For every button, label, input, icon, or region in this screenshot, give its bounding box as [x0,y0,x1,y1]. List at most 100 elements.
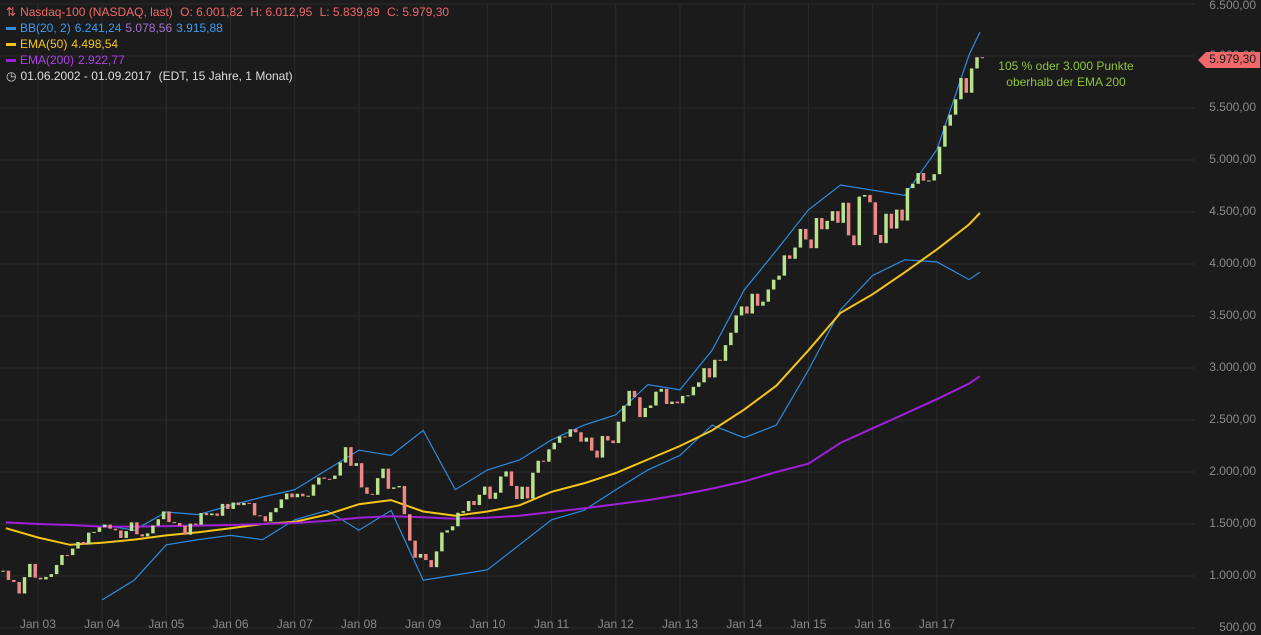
candle [595,450,599,458]
candle [97,527,102,532]
candle [263,516,268,522]
candle [723,345,728,361]
legend-name: EMA(50) [20,37,68,51]
legend-value: 6.241,24 [74,21,122,35]
y-tick-label: 2.000,00 [1209,464,1256,478]
candle [777,275,781,280]
candle [343,447,348,463]
x-tick-label: Jan 16 [855,617,891,631]
candle [413,540,417,558]
candle [22,577,27,594]
candle [857,196,862,246]
candle [183,525,187,535]
x-tick-label: Jan 06 [213,617,249,631]
x-tick-label: Jan 05 [148,617,184,631]
candle [964,78,969,93]
candle [862,194,867,197]
candle [953,99,958,115]
candle [119,530,123,538]
candle [825,220,829,230]
candle [745,306,749,314]
candle [466,501,471,512]
candle [525,486,530,499]
candle [167,511,171,523]
legend-swatch [6,27,16,31]
candle [509,471,514,486]
candle [632,390,637,398]
candle [515,485,519,500]
candle [199,513,203,525]
candle [402,486,407,515]
candle [295,493,300,498]
candle [365,487,369,494]
candle [450,526,455,531]
candle [461,511,466,513]
y-tick-label: 5.500,00 [1209,100,1256,114]
candle [386,468,391,489]
legend-swatch [6,59,16,63]
candle [686,395,690,397]
icon: ◷ [6,69,17,83]
candle [943,125,947,147]
candle [338,462,342,476]
x-tick-label: Jan 08 [341,617,377,631]
candle [868,194,872,203]
candle [429,560,433,568]
candle [755,293,760,306]
candle [606,436,610,441]
candle [258,515,262,517]
candle [830,211,835,221]
candle [274,507,278,513]
candle [397,486,401,488]
y-tick-label: 4.500,00 [1209,204,1256,218]
candle [836,211,840,223]
candle [17,582,21,594]
candle [391,487,396,489]
candle [424,553,428,561]
legend-value: 4.498,54 [71,37,119,51]
candle [499,476,503,493]
last-price-label: 5.979,30 [1209,52,1256,66]
candle [177,523,182,526]
candle [643,407,647,418]
candle [670,401,674,404]
candle [284,493,289,500]
candle [488,486,492,499]
candle [734,315,738,333]
candle [28,563,32,578]
candle [648,405,653,408]
candle [145,533,150,537]
y-tick-label: 6.500,00 [1209,0,1256,12]
candle [92,531,96,533]
candle [707,368,712,378]
candle [418,553,423,558]
candle [226,503,230,509]
candle [156,519,161,526]
x-tick-label: Jan 10 [469,617,505,631]
candle [12,579,16,583]
candle [290,493,294,498]
candle [547,449,551,462]
candle [103,524,107,528]
quote: C: 5.979,30 [387,5,450,19]
candle [472,501,476,505]
candle [536,460,540,473]
x-tick-label: Jan 17 [919,617,955,631]
candle [975,57,979,69]
y-tick-label: 4.000,00 [1209,256,1256,270]
candle [820,218,824,230]
candle [124,531,128,538]
candle [129,522,134,532]
candle [38,577,43,580]
annotation: 105 % oder 3.000 Punkte [998,59,1134,73]
candle [616,421,621,444]
legend-value: 2.922,77 [78,53,125,67]
candle [911,183,915,189]
candle [750,293,754,314]
y-tick-label: 2.500,00 [1209,412,1256,426]
candle [113,528,118,531]
candle [541,460,546,462]
candle [172,522,177,524]
candle [622,405,626,422]
